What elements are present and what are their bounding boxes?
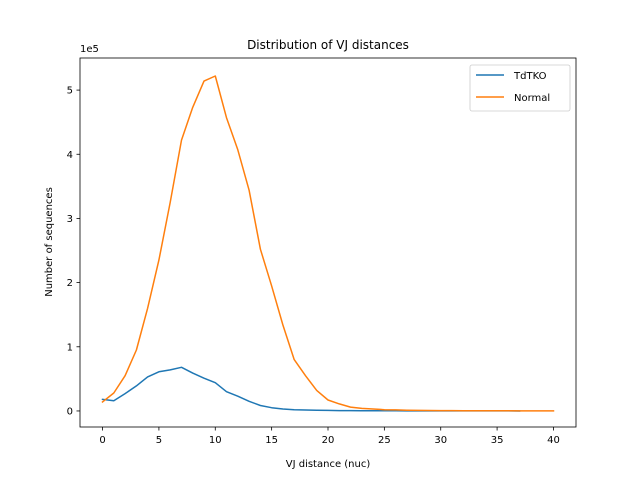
x-axis: 0 5 10 15 20 25 30 35 40 [99,427,560,446]
x-tick-label: 10 [209,435,222,446]
y-tick-label: 5 [67,86,73,97]
legend-label-tdtko: TdTKO [513,71,547,82]
x-tick-label: 5 [156,435,162,446]
legend: TdTKO Normal [469,64,571,112]
series-line-normal [101,75,555,412]
y-tick-label: 3 [67,214,73,225]
x-tick-label: 20 [322,435,335,446]
y-axis-scale-label: 1e5 [80,44,99,55]
x-axis-title: VJ distance (nuc) [286,459,371,470]
y-tick-label: 1 [67,342,73,353]
chart-title: Distribution of VJ distances [247,38,409,52]
y-tick-label: 2 [67,278,73,289]
plot-area [80,58,576,427]
y-axis: 0 1 2 3 4 5 [67,86,80,417]
legend-box [469,64,571,112]
legend-label-normal: Normal [514,93,550,104]
x-tick-label: 25 [378,435,391,446]
x-tick-label: 15 [265,435,278,446]
x-tick-label: 30 [434,435,447,446]
y-axis-title: Number of sequences [44,187,55,297]
series-layer [101,75,555,412]
x-tick-label: 35 [491,435,504,446]
x-tick-label: 0 [99,435,105,446]
y-tick-label: 0 [67,406,73,417]
y-tick-label: 4 [67,150,73,161]
x-tick-label: 40 [547,435,560,446]
